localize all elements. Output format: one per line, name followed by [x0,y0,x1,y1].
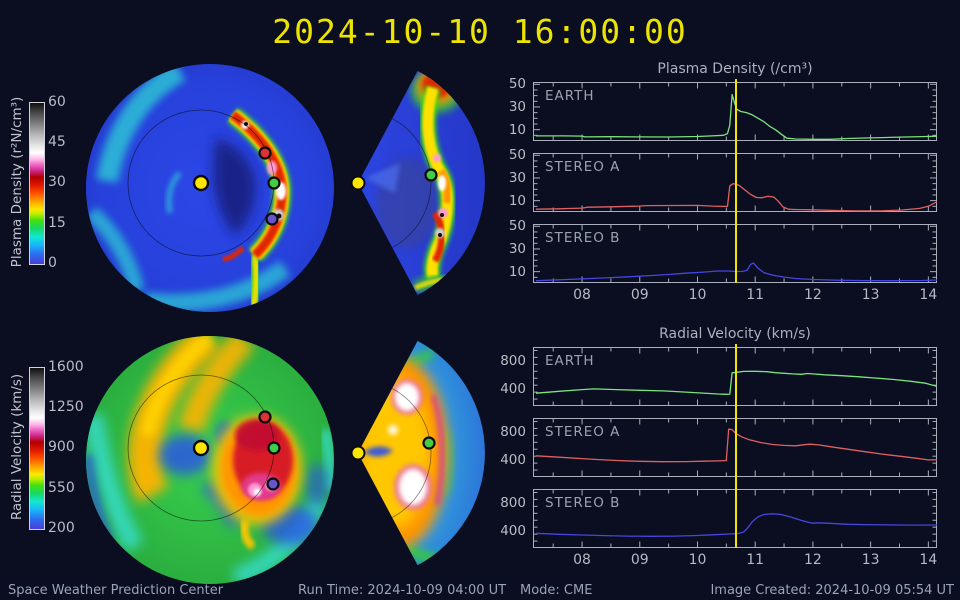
x-tick-label: 10 [688,552,707,568]
sun-marker [350,175,366,191]
panel-label: EARTH [545,353,595,369]
stereo-a-series [535,428,937,463]
y-tick-label: 50 [508,76,526,93]
y-tick-label: 10 [508,263,526,280]
x-tick-label: 13 [861,287,880,303]
colorbar-tick: 1250 [48,399,84,415]
x-tick-label: 14 [919,552,938,568]
colorbar-tick: 900 [48,439,75,455]
y-tick-label: 400 [500,522,526,539]
y-tick-label: 800 [500,352,526,369]
colorbar-tick: 200 [48,520,75,536]
x-tick-label: 08 [573,287,591,303]
colorbar-tick: 45 [48,134,66,150]
stereo-b-marker [265,212,279,226]
x-tick-label: 12 [803,552,822,568]
x-tick-label: 10 [688,287,707,303]
sun-marker [192,174,210,192]
footer-run-time: Run Time: 2024-10-09 04:00 UT [298,583,507,598]
colorbar-tick: 1600 [48,359,84,375]
y-tick-label: 30 [508,169,526,186]
x-tick-label: 14 [919,287,938,303]
y-tick-label: 10 [508,121,526,138]
stereo-a-marker [258,146,272,160]
earth-series [535,93,937,140]
stereo-b-series [535,513,937,537]
x-tick-label: 08 [573,552,591,568]
colorbar-tick: 30 [48,174,66,190]
panel-label: STEREO A [545,424,621,440]
velocity-polar-map [86,336,334,584]
y-tick-label: 30 [508,240,526,257]
footer-org: Space Weather Prediction Center [8,583,224,598]
current-time-line [734,79,738,283]
stereo-a-marker [258,410,272,424]
x-tick-label: 11 [746,552,765,568]
x-tick-label: 12 [803,287,822,303]
y-tick-label: 800 [500,423,526,440]
timestamp-title: 2024-10-10 16:00:00 [272,12,688,51]
panel-label: EARTH [545,88,595,104]
y-tick-label: 10 [508,192,526,209]
stereo-b-marker [266,477,280,491]
earth-series [535,370,937,395]
x-tick-label: 11 [746,287,765,303]
current-time-line [734,344,738,548]
x-tick-label: 09 [630,552,649,568]
density-meridional-map [350,70,485,296]
y-tick-label: 50 [508,218,526,235]
y-tick-label: 400 [500,451,526,468]
density-colorbar-label: Plasma Density (r²N/cm³) [9,96,25,268]
panel-label: STEREO A [545,159,621,175]
colorbar-tick: 60 [48,94,66,110]
panel-label: STEREO B [545,230,621,246]
chart-title: Radial Velocity (km/s) [659,326,811,342]
y-tick-label: 800 [500,494,526,511]
y-tick-label: 400 [500,380,526,397]
footer-image-created: Image Created: 2024-10-09 05:54 UT [710,583,954,598]
velocity-meridional-map [350,340,485,566]
colorbar-tick: 0 [48,255,57,271]
density-colorbar-gradient [29,102,45,265]
y-tick-label: 30 [508,98,526,115]
density-polar-map [86,64,334,312]
sun-marker [350,445,366,461]
sun-marker [192,439,210,457]
x-tick-label: 13 [861,552,880,568]
stereo-a-series [535,182,937,212]
earth-marker [424,168,438,182]
panel-label: STEREO B [545,495,621,511]
earth-marker [422,436,436,450]
y-tick-label: 50 [508,147,526,164]
stereo-b-series [535,262,937,282]
earth-marker [267,176,281,190]
earth-marker [267,441,281,455]
velocity-colorbar-gradient [29,367,45,530]
colorbar-tick: 15 [48,215,66,231]
footer-mode: Mode: CME [520,583,593,598]
chart-title: Plasma Density (/cm³) [657,61,813,77]
velocity-colorbar-label: Radial Velocity (km/s) [9,373,25,521]
x-tick-label: 09 [630,287,649,303]
colorbar-tick: 550 [48,480,75,496]
